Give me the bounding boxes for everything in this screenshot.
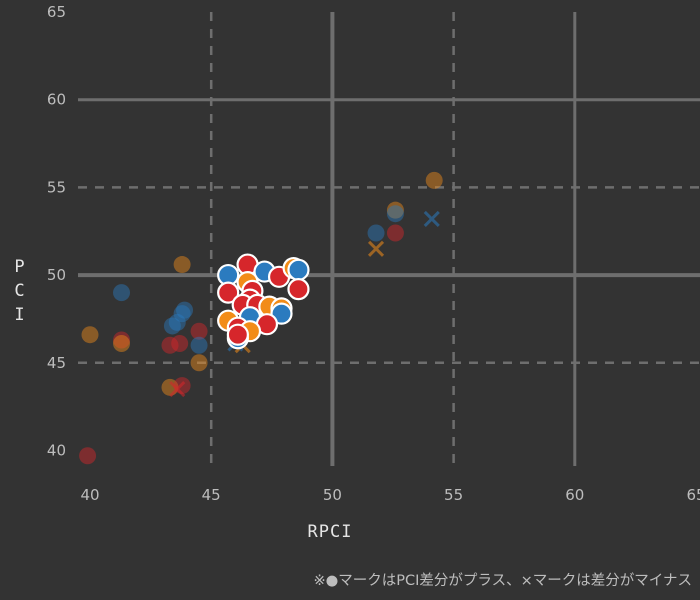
faded-point — [113, 334, 131, 352]
faded-point — [176, 301, 194, 319]
faded-point — [173, 305, 191, 323]
highlighted-point — [226, 323, 249, 346]
faded-point — [79, 447, 97, 465]
highlighted-point — [217, 281, 240, 304]
x-tick-label: 60 — [565, 486, 584, 504]
faded-point — [425, 171, 443, 189]
y-tick-label: 65 — [47, 3, 66, 21]
faded-point — [163, 317, 181, 335]
faded-point — [190, 354, 208, 372]
faded-point — [81, 326, 99, 344]
faded-point — [386, 205, 404, 223]
highlighted-point — [287, 278, 310, 301]
faded-point — [173, 256, 191, 274]
y-tick-label: 45 — [47, 354, 66, 372]
faded-point — [113, 331, 131, 349]
cross-point — [367, 240, 385, 257]
y-tick-label: 50 — [47, 266, 66, 284]
faded-point — [367, 224, 385, 242]
faded-point — [386, 224, 404, 242]
data-points — [79, 171, 443, 465]
faded-point — [190, 322, 208, 340]
faded-point — [168, 313, 186, 331]
faded-point — [161, 336, 179, 354]
x-tick-label: 50 — [323, 486, 342, 504]
highlighted-point — [287, 258, 310, 281]
grid-lines — [78, 12, 700, 466]
faded-point — [386, 201, 404, 219]
x-tick-label: 55 — [444, 486, 463, 504]
footnote: ※●マークはPCI差分がプラス、×マークは差分がマイナス — [313, 573, 692, 589]
faded-point — [190, 336, 208, 354]
y-tick-label: 60 — [47, 91, 66, 109]
x-tick-label: 45 — [202, 486, 221, 504]
faded-point — [171, 334, 189, 352]
y-tick-label: 40 — [47, 441, 66, 459]
cross-point — [423, 210, 440, 228]
faded-point — [113, 284, 131, 302]
x-tick-label: 40 — [80, 486, 99, 504]
y-tick-label: 55 — [47, 178, 66, 196]
tick-labels: 40 45 50 55 60 65 40 45 50 55 60 65 — [47, 3, 700, 504]
x-axis-label: RPCI — [308, 522, 353, 542]
cross-point — [169, 381, 186, 398]
x-tick-label: 65 — [686, 486, 700, 504]
